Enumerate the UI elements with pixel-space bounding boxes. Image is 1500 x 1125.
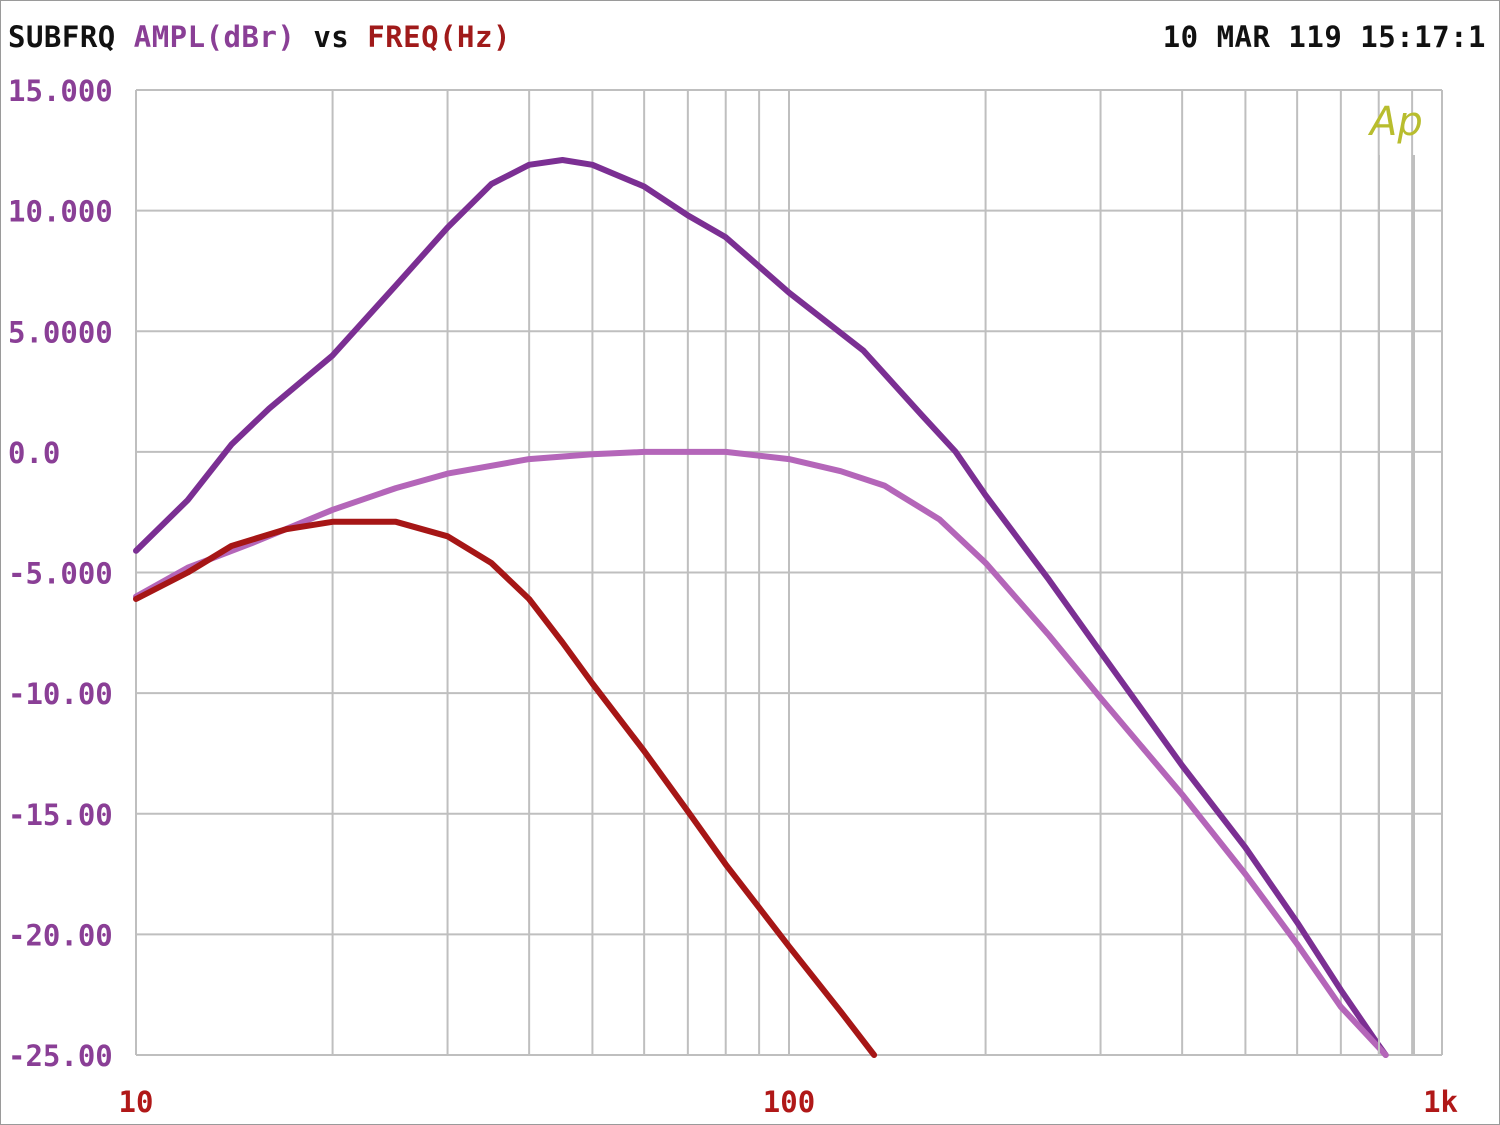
y-tick-label: -20.00 [8, 918, 113, 952]
x-tick-label: 1k [1423, 1085, 1458, 1119]
y-tick-label: -10.00 [8, 677, 113, 711]
y-tick-labels: 15.000 10.000 5.0000 0.0 -5.000 -10.00 -15.00 -… [8, 74, 113, 1073]
x-tick-label: 10 [119, 1085, 154, 1119]
ap-logo: Ap [1367, 99, 1423, 145]
y-axis-name: AMPL(dBr) [133, 20, 296, 54]
y-tick-label: -5.000 [8, 557, 113, 591]
y-tick-label: 10.000 [8, 195, 113, 229]
y-tick-label: 5.0000 [8, 315, 113, 349]
series-layer [133, 157, 1389, 1058]
timestamp: 10 MAR 119 15:17:1 [1162, 20, 1486, 54]
y-tick-label: 0.0 [8, 436, 60, 470]
grid-lines [135, 89, 1443, 1056]
chart-header: SUBFRQ AMPL(dBr) vs FREQ(Hz) [8, 20, 511, 54]
series-line-3 [133, 518, 878, 1058]
chart-title: SUBFRQ [8, 20, 116, 54]
x-tick-label: 100 [763, 1085, 815, 1119]
y-tick-label: 15.000 [8, 74, 113, 108]
x-tick-labels: 10 100 1k [119, 1085, 1458, 1119]
series-line-1 [133, 157, 1389, 1058]
vs-label: vs [313, 20, 350, 54]
y-tick-label: -25.00 [8, 1039, 113, 1073]
series-line-2 [133, 448, 1389, 1058]
x-axis-name: FREQ(Hz) [367, 20, 511, 54]
y-tick-label: -15.00 [8, 798, 113, 832]
